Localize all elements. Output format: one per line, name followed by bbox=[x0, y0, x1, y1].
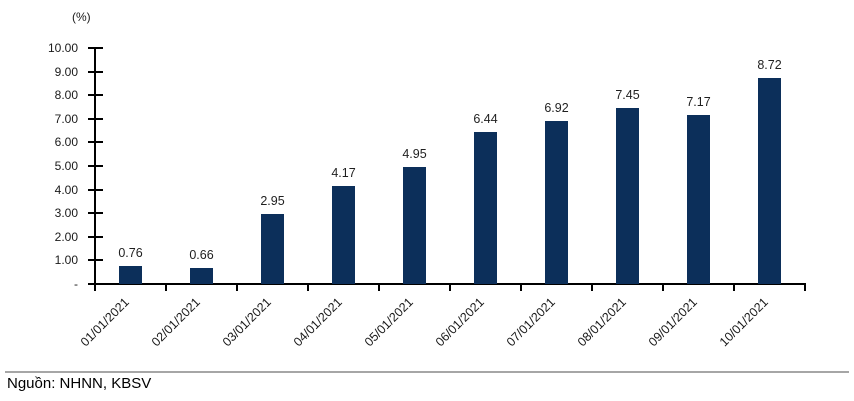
y-axis-tick-label: 1.00 bbox=[54, 253, 78, 268]
y-axis-tick bbox=[87, 70, 103, 73]
bar bbox=[545, 120, 568, 284]
bar-value-label: 8.72 bbox=[757, 58, 782, 73]
bar-value-label: 7.17 bbox=[686, 94, 711, 109]
bar bbox=[616, 108, 639, 284]
bar-value-label: 0.66 bbox=[189, 248, 214, 263]
x-axis-tick bbox=[378, 285, 380, 291]
y-axis-tick bbox=[87, 235, 103, 238]
y-axis-tick-label: 9.00 bbox=[54, 64, 78, 79]
y-axis bbox=[94, 48, 96, 290]
x-axis-tick bbox=[662, 285, 664, 291]
y-axis-tick-label: - bbox=[74, 277, 78, 291]
x-axis-tick bbox=[804, 285, 806, 291]
bar bbox=[403, 167, 426, 284]
bar bbox=[119, 266, 142, 284]
y-axis-tick bbox=[87, 141, 103, 144]
y-axis-tick-label: 2.00 bbox=[54, 229, 78, 244]
y-axis-tick-label: 4.00 bbox=[54, 182, 78, 197]
bar bbox=[687, 114, 710, 284]
x-axis-tick bbox=[307, 285, 309, 291]
bar bbox=[332, 185, 355, 284]
bar-value-label: 4.17 bbox=[331, 165, 356, 180]
x-axis-tick bbox=[236, 285, 238, 291]
x-axis-tick bbox=[165, 285, 167, 291]
y-axis-tick bbox=[87, 117, 103, 120]
bar-value-label: 4.95 bbox=[402, 147, 427, 162]
y-axis-unit-label: (%) bbox=[72, 10, 91, 24]
bar-value-label: 0.76 bbox=[118, 246, 143, 261]
y-axis-tick bbox=[87, 94, 103, 97]
x-axis-tick bbox=[520, 285, 522, 291]
bar-value-label: 6.92 bbox=[544, 100, 569, 115]
y-axis-tick bbox=[87, 212, 103, 215]
y-axis-tick bbox=[87, 47, 103, 49]
y-axis-tick bbox=[87, 188, 103, 191]
bar-value-label: 2.95 bbox=[260, 194, 285, 209]
footer-divider bbox=[5, 371, 849, 373]
bar bbox=[261, 214, 284, 284]
bar bbox=[758, 78, 781, 284]
y-axis-tick bbox=[87, 283, 103, 285]
x-axis bbox=[95, 283, 806, 285]
bar bbox=[474, 132, 497, 284]
x-axis-tick bbox=[733, 285, 735, 291]
y-axis-tick-label: 6.00 bbox=[54, 135, 78, 150]
y-axis-tick-label: 8.00 bbox=[54, 88, 78, 103]
y-axis-tick-label: 3.00 bbox=[54, 206, 78, 221]
x-axis-tick bbox=[94, 285, 96, 291]
bar-value-label: 7.45 bbox=[615, 88, 640, 103]
bar-value-label: 6.44 bbox=[473, 112, 498, 127]
x-axis-tick bbox=[591, 285, 593, 291]
y-axis-tick-label: 5.00 bbox=[54, 159, 78, 173]
y-axis-tick bbox=[87, 259, 103, 262]
y-axis-tick-label: 10.00 bbox=[47, 41, 78, 55]
y-axis-tick bbox=[87, 165, 103, 167]
x-axis-tick bbox=[449, 285, 451, 291]
y-axis-tick-label: 7.00 bbox=[54, 111, 78, 126]
source-note: Nguồn: NHNN, KBSV bbox=[7, 375, 152, 392]
bar bbox=[190, 268, 213, 284]
